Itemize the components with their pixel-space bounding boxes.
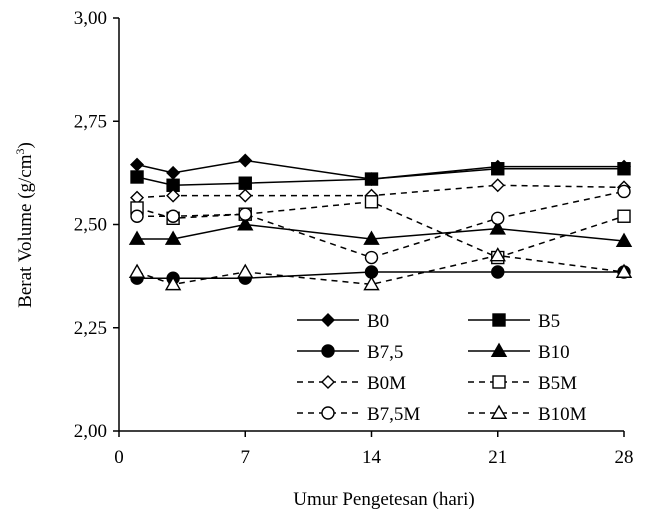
y-tick-label: 2,25	[74, 318, 107, 339]
y-tick-label: 2,50	[74, 215, 107, 236]
data-point-b10m	[237, 263, 254, 278]
legend-marker-b10m	[490, 404, 508, 419]
data-point-b0m	[238, 188, 253, 203]
legend-label-b0: B0	[367, 311, 389, 332]
data-point-b5	[617, 162, 631, 176]
legend-marker-b5m	[492, 375, 506, 389]
legend-marker-b0	[321, 313, 335, 327]
y-tick-label: 3,00	[74, 8, 107, 29]
series-layer	[128, 153, 633, 291]
series-b5	[130, 162, 631, 192]
data-point-b0m	[166, 188, 181, 203]
x-tick-label: 0	[114, 447, 124, 468]
series-line-b5m	[136, 201, 625, 259]
legend-item-b7-5: B7,5	[297, 342, 403, 363]
data-point-b5m	[617, 209, 631, 223]
series-b7-5	[130, 265, 631, 285]
plot-frame	[118, 18, 624, 432]
legend-item-b10: B10	[468, 342, 570, 363]
legend-marker-b10	[490, 342, 508, 357]
data-point-b5m	[364, 195, 379, 209]
data-point-b5	[491, 162, 505, 176]
data-point-b10	[128, 230, 146, 245]
series-b0m	[130, 178, 631, 205]
data-point-b0	[166, 165, 181, 180]
series-line-b10m	[136, 254, 625, 286]
data-point-b10	[363, 230, 380, 245]
legend-label-b10: B10	[538, 342, 570, 363]
legend-marker-b7-5	[321, 344, 335, 358]
series-b10	[128, 216, 633, 247]
series-b0	[130, 153, 631, 187]
legend-label-b7-5: B7,5	[367, 342, 403, 363]
data-point-b7-5m	[491, 211, 505, 226]
legend-item-b5m: B5M	[468, 373, 577, 394]
x-tick-label: 14	[362, 447, 382, 468]
x-tick-label: 7	[241, 447, 251, 468]
y-tick-label: 2,75	[74, 111, 107, 132]
data-point-b0	[238, 153, 253, 168]
data-point-b10m	[489, 247, 506, 262]
x-axis-ticks: 0 7 14 21 28	[114, 431, 634, 468]
x-tick-label: 28	[615, 447, 634, 468]
series-line-b5	[136, 167, 624, 187]
data-point-b7-5m	[130, 209, 144, 223]
data-point-b7-5m	[364, 250, 379, 265]
series-b7-5m	[130, 184, 631, 265]
data-point-b10	[615, 232, 633, 247]
y-axis-ticks: 2,00 2,25 2,50 2,75 3,00	[74, 8, 119, 442]
legend-label-b10m: B10M	[538, 404, 587, 425]
data-point-b0m	[490, 178, 505, 193]
legend-item-b0: B0	[297, 311, 389, 332]
data-point-b7-5m	[617, 184, 631, 199]
legend: B0 B5 B7,5 B10 B0M B5M B7,5M B10M	[297, 311, 587, 425]
y-tick-label: 2,00	[74, 421, 107, 442]
legend-item-b0m: B0M	[297, 373, 406, 394]
x-axis-title: Umur Pengetesan (hari)	[293, 489, 475, 510]
legend-marker-b7-5m	[321, 406, 335, 420]
y-axis-title: Berat Volume (g/cm3)	[13, 142, 36, 308]
data-point-b5	[238, 176, 252, 190]
data-point-b7-5m	[238, 207, 252, 221]
x-tick-label: 21	[488, 447, 507, 468]
data-point-b10	[237, 216, 254, 231]
series-line-b0m	[136, 184, 625, 199]
series-line-b0	[136, 159, 624, 180]
legend-item-b5: B5	[468, 311, 560, 332]
series-line-b10	[137, 223, 625, 242]
data-point-b10m	[363, 275, 380, 291]
series-line-b7-5m	[137, 190, 625, 259]
data-point-b10	[164, 230, 182, 245]
data-point-b7-5m	[166, 209, 180, 223]
legend-item-b10m: B10M	[468, 404, 587, 425]
series-line-b7-5	[137, 271, 624, 279]
series-b10m	[128, 247, 633, 291]
data-point-b10	[489, 220, 506, 235]
data-point-b10m	[164, 275, 182, 291]
legend-label-b0m: B0M	[367, 373, 406, 394]
data-point-b5	[130, 170, 144, 184]
data-point-b10m	[128, 263, 146, 278]
legend-label-b5m: B5M	[538, 373, 577, 394]
data-point-b10m	[615, 263, 633, 278]
legend-marker-b0m	[321, 375, 335, 389]
legend-label-b5: B5	[538, 311, 560, 332]
legend-marker-b5	[492, 313, 506, 327]
legend-label-b7-5m: B7,5M	[367, 404, 420, 425]
data-point-b7-5	[491, 265, 505, 279]
legend-item-b7-5m: B7,5M	[297, 404, 420, 425]
data-point-b0	[130, 157, 145, 172]
data-point-b5	[364, 172, 379, 186]
